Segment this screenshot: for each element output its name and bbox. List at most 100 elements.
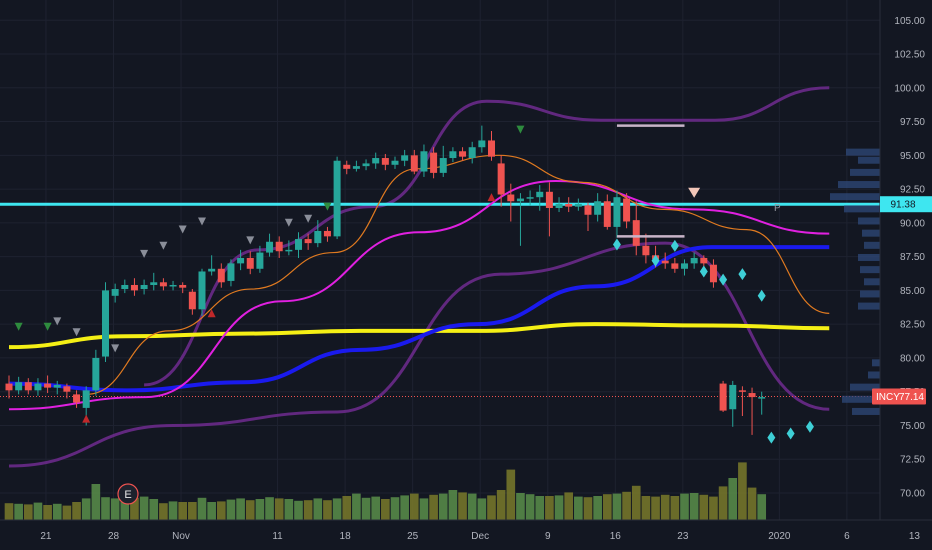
volume-bar [333, 498, 342, 520]
candle-body [285, 250, 292, 252]
price-axis[interactable]: 105.00 102.50 100.00 97.50 95.00 92.50 90.00 87… [880, 0, 932, 550]
last-price-tag: INCY 77.14 [872, 389, 926, 405]
candle-body [6, 384, 13, 391]
time-tick-label: 13 [909, 531, 921, 542]
volume-bar [92, 484, 101, 520]
volume-bar [285, 499, 294, 520]
candle-body [92, 358, 99, 390]
volume-bar [487, 495, 496, 520]
earnings-badge-label: E [124, 489, 131, 501]
volume-bar [593, 496, 602, 520]
candle-body [536, 192, 543, 197]
volume-bar [198, 498, 207, 520]
volume-bar [642, 496, 651, 520]
candle-body [73, 394, 80, 402]
volume-profile-bar [868, 371, 880, 378]
candle-body [25, 382, 32, 390]
time-tick-label: 11 [272, 531, 283, 542]
volume-bar [651, 497, 660, 520]
volume-profile-bar [838, 181, 880, 188]
volume-profile-bar [860, 290, 880, 297]
price-tick-label: 95.00 [900, 151, 925, 162]
volume-bar [275, 498, 284, 520]
volume-bar [313, 498, 322, 520]
candle-body [681, 263, 688, 268]
volume-bar [603, 494, 612, 520]
price-tick-label: 90.00 [900, 218, 925, 229]
time-tick-label: 28 [108, 531, 120, 542]
volume-bar [217, 501, 226, 520]
volume-bar [391, 497, 400, 520]
time-axis[interactable]: 21 28 Nov 11 18 25 Dec 9 16 23 2020 6 13 [0, 520, 932, 550]
candle-body [729, 385, 736, 409]
last-tag-symbol: INCY [876, 392, 900, 403]
volume-bar [381, 499, 390, 520]
candle-body [556, 204, 563, 208]
price-tick-label: 82.50 [900, 320, 925, 331]
volume-bar [188, 502, 197, 520]
price-tick-label: 87.50 [900, 252, 925, 263]
candle-body [372, 158, 379, 163]
time-tick-label: 6 [844, 531, 850, 542]
candle-body [546, 192, 553, 208]
volume-bar [5, 503, 14, 520]
candle-body [575, 204, 582, 207]
volume-bar [178, 502, 187, 520]
volume-bar [207, 502, 216, 520]
volume-bar [516, 493, 525, 520]
candle-body [459, 151, 466, 156]
candle-body [488, 140, 495, 156]
candle-body [44, 384, 51, 388]
time-tick-label: 16 [610, 531, 622, 542]
candle-body [218, 269, 225, 283]
candle-body [517, 199, 524, 202]
candle-body [314, 231, 321, 243]
candle-body [411, 155, 418, 171]
candle-body [15, 382, 22, 390]
volume-bar [265, 497, 274, 520]
volume-profile-bar [858, 157, 880, 164]
volume-bar [748, 488, 757, 520]
volume-bar [43, 505, 52, 520]
volume-bar [535, 496, 544, 520]
candle-body [227, 263, 234, 281]
volume-bar [738, 462, 747, 520]
price-tick-label: 85.00 [900, 286, 925, 297]
earnings-marker[interactable]: E [118, 484, 138, 504]
volume-bar [342, 496, 351, 520]
volume-bar [497, 490, 506, 520]
candle-body [449, 151, 456, 158]
candle-body [642, 246, 649, 255]
candle-body [179, 285, 186, 288]
volume-profile-bar [846, 149, 880, 156]
volume-bar [140, 497, 149, 520]
volume-bar [728, 478, 737, 520]
volume-profile-bar [864, 278, 880, 285]
volume-bar [564, 492, 573, 520]
candle-body [700, 258, 707, 263]
volume-profile-bar [860, 266, 880, 273]
volume-bar [632, 486, 641, 520]
volume-bar [506, 470, 515, 520]
candle-body [199, 271, 206, 309]
price-tick-label: 72.50 [900, 455, 925, 466]
price-tick-label: 97.50 [900, 117, 925, 128]
volume-bar [236, 498, 245, 520]
volume-bar [420, 498, 429, 520]
candle-body [594, 201, 601, 215]
level-price-tag: 91.38 [880, 196, 932, 212]
candle-body [237, 258, 244, 263]
candle-body [266, 242, 273, 253]
candle-body [34, 384, 41, 391]
volume-profile-bar [858, 303, 880, 310]
volume-profile-bar [830, 193, 880, 200]
candle-body [334, 161, 341, 237]
volume-bar [169, 501, 178, 520]
candle-body [527, 197, 534, 199]
candle-body [353, 166, 360, 169]
last-tag-value: 77.14 [899, 392, 924, 403]
candle-body [170, 285, 177, 287]
